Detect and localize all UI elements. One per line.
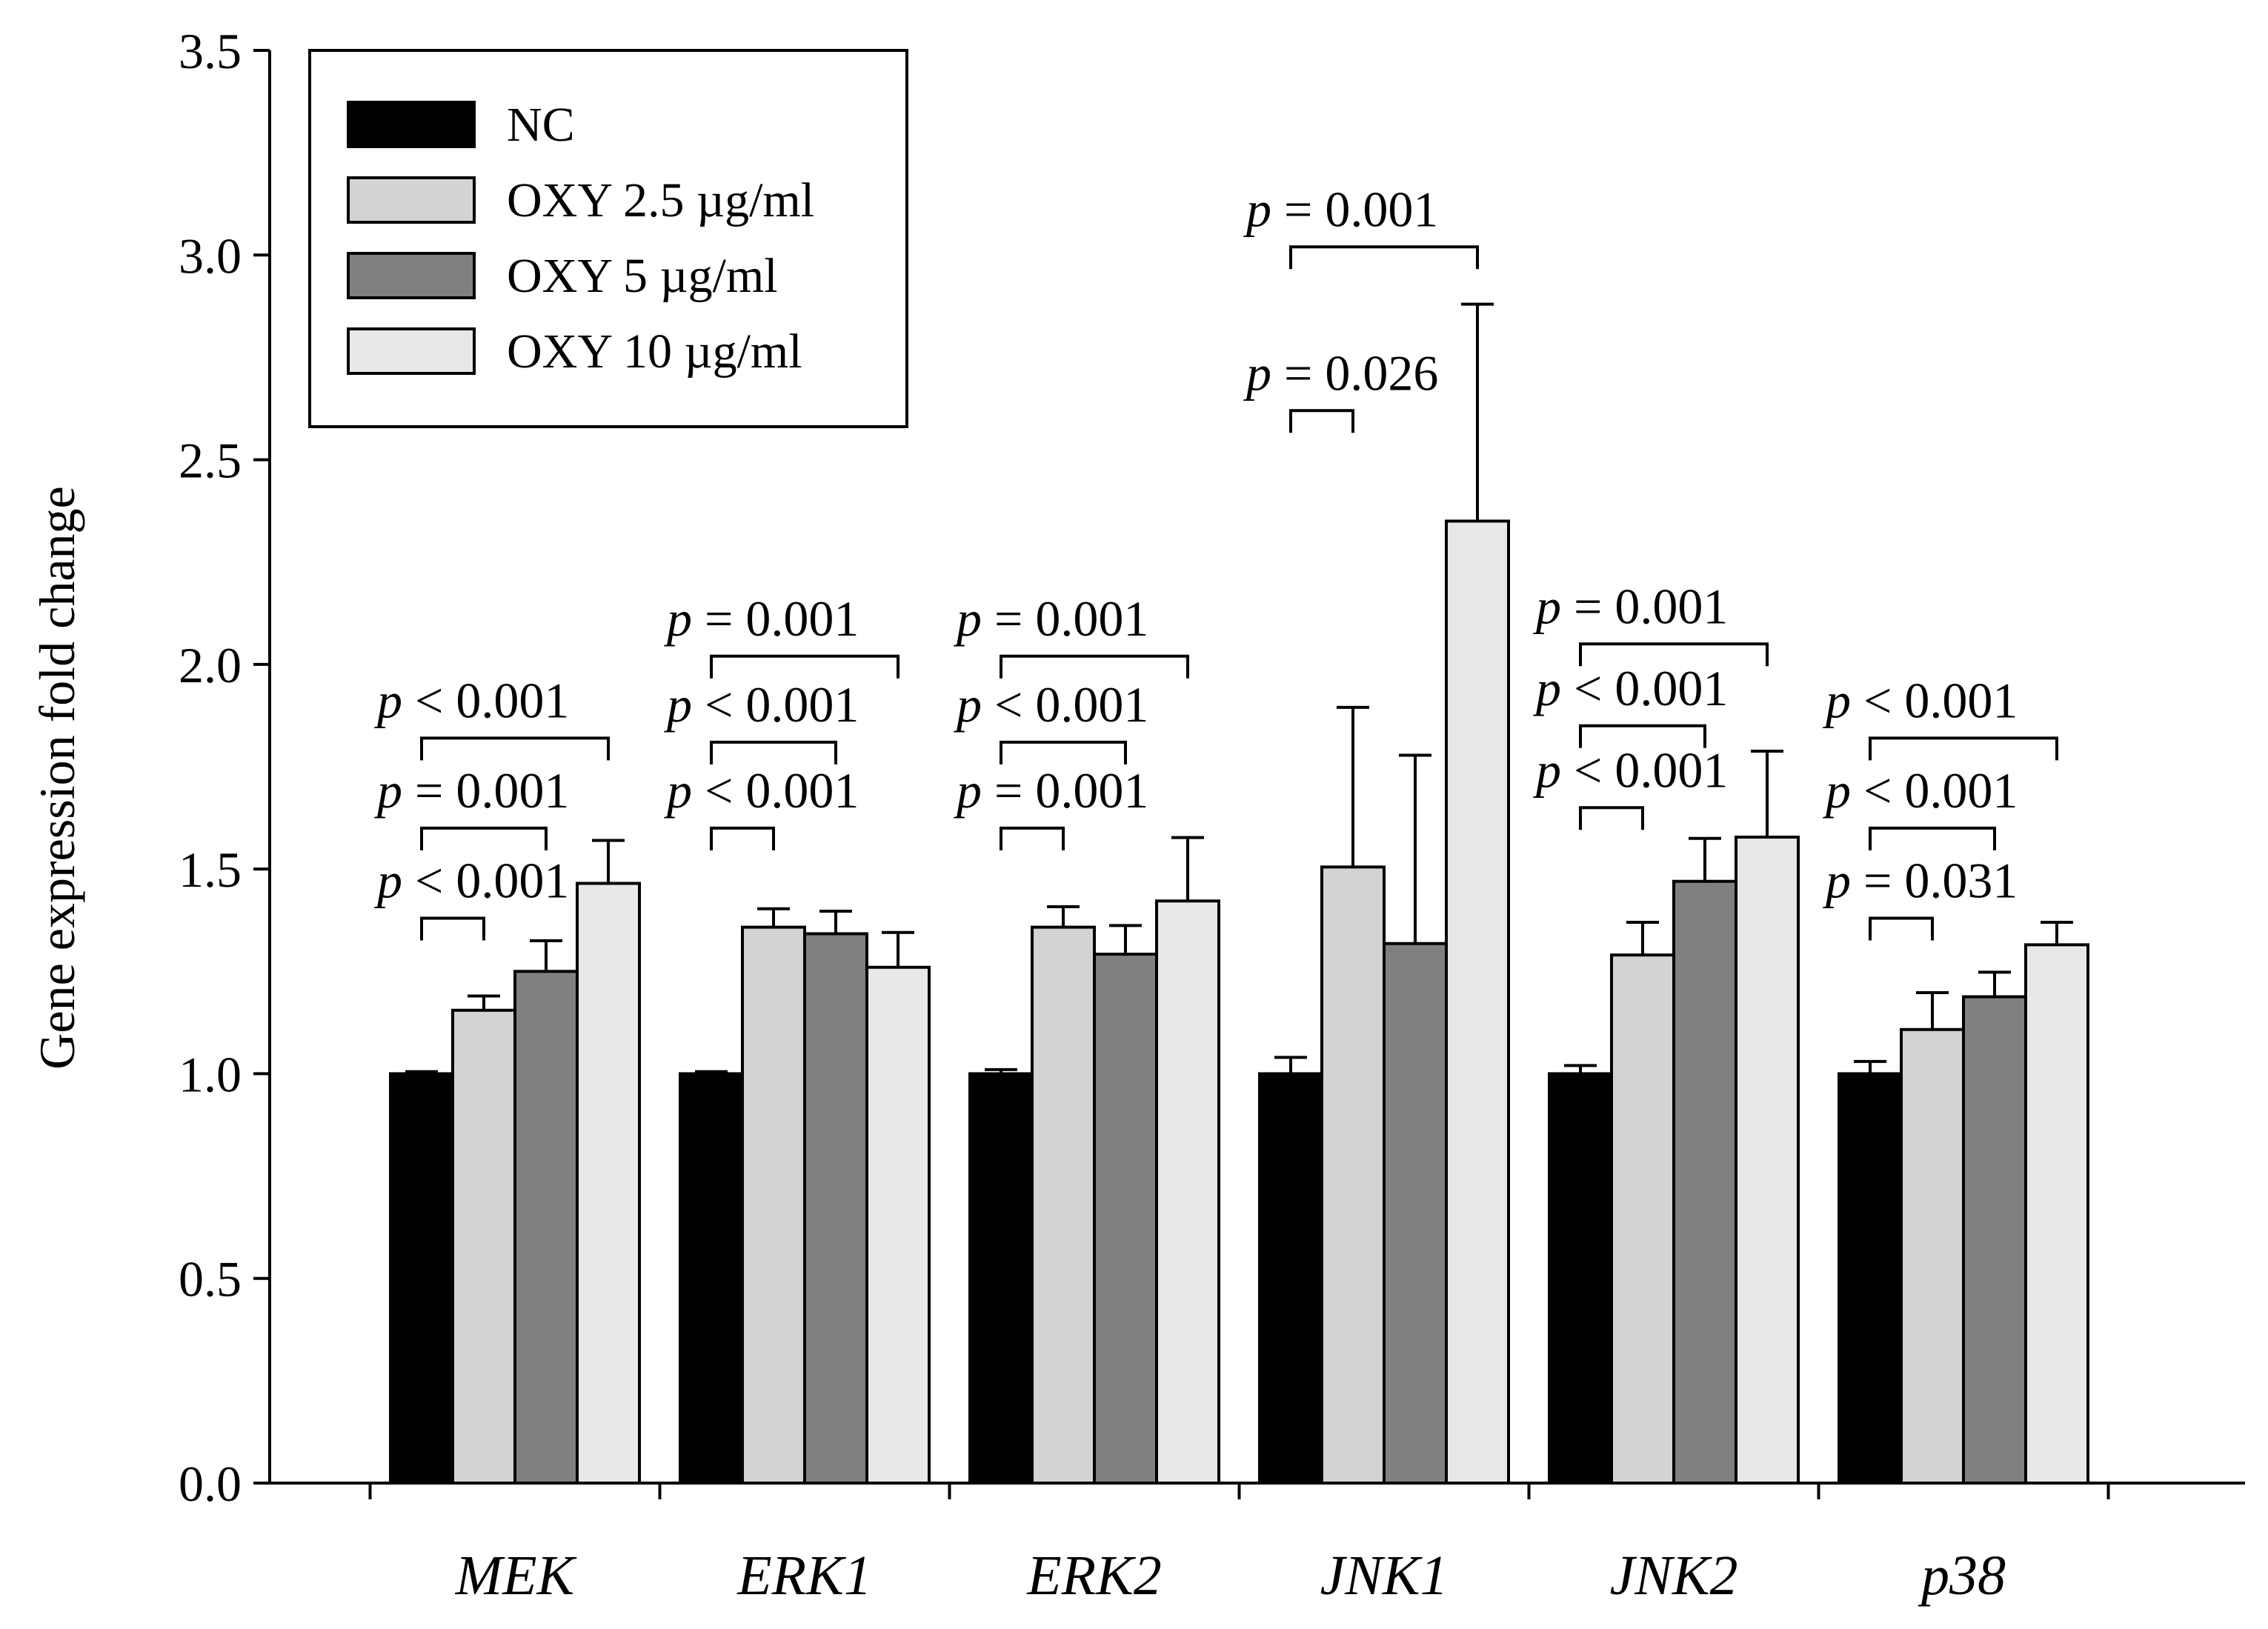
bar — [1320, 865, 1386, 1485]
p-value-label: p = 0.031 — [1823, 853, 2018, 909]
significance-bracket — [420, 826, 548, 850]
y-tick-label: 1.0 — [179, 1046, 242, 1102]
x-tick-label: JNK1 — [1320, 1545, 1448, 1607]
x-tick-label: p38 — [1918, 1545, 2006, 1607]
bar — [679, 1072, 744, 1485]
p-value-label: p < 0.001 — [1533, 742, 1728, 799]
bar — [1962, 995, 2027, 1485]
significance-bracket — [710, 740, 837, 764]
bar — [1031, 925, 1096, 1485]
p-value-label: p = 0.001 — [1243, 181, 1438, 238]
p-value-label: p = 0.001 — [1533, 578, 1728, 634]
p-value-label: p < 0.001 — [1533, 660, 1728, 716]
legend-swatch — [347, 101, 476, 148]
significance-bracket — [1000, 740, 1127, 764]
p-value-label: p < 0.001 — [1823, 762, 2018, 819]
x-tick-label: ERK1 — [736, 1545, 872, 1607]
bar — [1735, 836, 1800, 1485]
significance-annotations: p < 0.001 p = 0.001 p < 0.001 p < 0.001 p < … — [374, 181, 2058, 941]
significance-bracket — [420, 736, 610, 761]
significance-bracket — [1869, 736, 2058, 761]
y-tick-label: 3.5 — [179, 23, 242, 79]
legend-label: OXY 5 µg/ml — [507, 249, 778, 303]
bar — [513, 970, 579, 1485]
significance-bracket — [1579, 724, 1706, 748]
bar — [1548, 1072, 1613, 1485]
y-tick-label: 2.0 — [179, 637, 242, 693]
significance-bracket — [710, 654, 899, 679]
significance-bracket — [710, 826, 775, 850]
bar — [803, 932, 868, 1485]
p-value-label: p = 0.026 — [1243, 345, 1438, 402]
bar-groups — [389, 302, 2089, 1485]
bar — [1258, 1072, 1323, 1485]
legend-label: OXY 10 µg/ml — [507, 324, 802, 379]
p-value-label: p < 0.001 — [1823, 673, 2018, 729]
y-tick-label: 1.5 — [179, 842, 242, 898]
legend-swatch — [347, 176, 476, 224]
significance-bracket — [1579, 642, 1769, 667]
y-axis: Gene expression fold change 0.0 0.5 1.0 1.5… — [29, 23, 271, 1512]
significance-bracket — [1000, 654, 1189, 679]
bar — [741, 925, 806, 1485]
significance-bracket — [1579, 806, 1644, 830]
p-value-label: p = 0.001 — [954, 590, 1148, 647]
bar — [1838, 1072, 1903, 1485]
legend: NC OXY 2.5 µg/ml OXY 5 µg/ml OXY 10 µg/ml — [308, 49, 908, 428]
bar — [1383, 942, 1448, 1485]
significance-bracket — [1000, 826, 1065, 850]
legend-swatch — [347, 252, 476, 299]
legend-label: NC — [507, 98, 575, 152]
bar — [1093, 953, 1158, 1485]
bar — [1155, 899, 1220, 1485]
y-tick-label: 0.5 — [179, 1251, 242, 1307]
p-value-label: p < 0.001 — [374, 673, 569, 729]
y-tick-label: 0.0 — [179, 1456, 242, 1512]
bar — [968, 1072, 1034, 1485]
x-tick-label: ERK2 — [1026, 1545, 1162, 1607]
p-value-label: p = 0.001 — [664, 590, 859, 647]
significance-bracket — [1869, 916, 1934, 941]
x-tick-label: MEK — [455, 1545, 577, 1607]
significance-bracket — [1289, 245, 1479, 270]
bar — [865, 965, 931, 1485]
bar — [1672, 879, 1737, 1485]
p-value-label: p < 0.001 — [374, 853, 569, 909]
bar — [389, 1072, 454, 1485]
legend-label: OXY 2.5 µg/ml — [507, 173, 814, 227]
x-axis: MEK ERK1 ERK2 JNK1 JNK2 p38 — [270, 1482, 2245, 1607]
bar — [2024, 943, 2089, 1485]
bar — [576, 882, 641, 1485]
p-value-label: p < 0.001 — [664, 762, 859, 819]
bar — [1610, 953, 1675, 1485]
p-value-label: p = 0.001 — [374, 762, 569, 819]
bar — [1900, 1027, 1965, 1485]
y-axis-label: Gene expression fold change — [29, 486, 85, 1069]
bar — [451, 1008, 516, 1485]
y-tick-label: 2.5 — [179, 433, 242, 489]
significance-bracket — [420, 916, 485, 941]
legend-swatch — [347, 327, 476, 375]
p-value-label: p < 0.001 — [664, 676, 859, 733]
x-tick-label: JNK2 — [1609, 1545, 1737, 1607]
significance-bracket — [1869, 826, 1996, 850]
y-tick-label: 3.0 — [179, 227, 242, 284]
p-value-label: p = 0.001 — [954, 762, 1148, 819]
p-value-label: p < 0.001 — [954, 676, 1148, 733]
significance-bracket — [1289, 409, 1354, 433]
bar — [1445, 519, 1510, 1485]
